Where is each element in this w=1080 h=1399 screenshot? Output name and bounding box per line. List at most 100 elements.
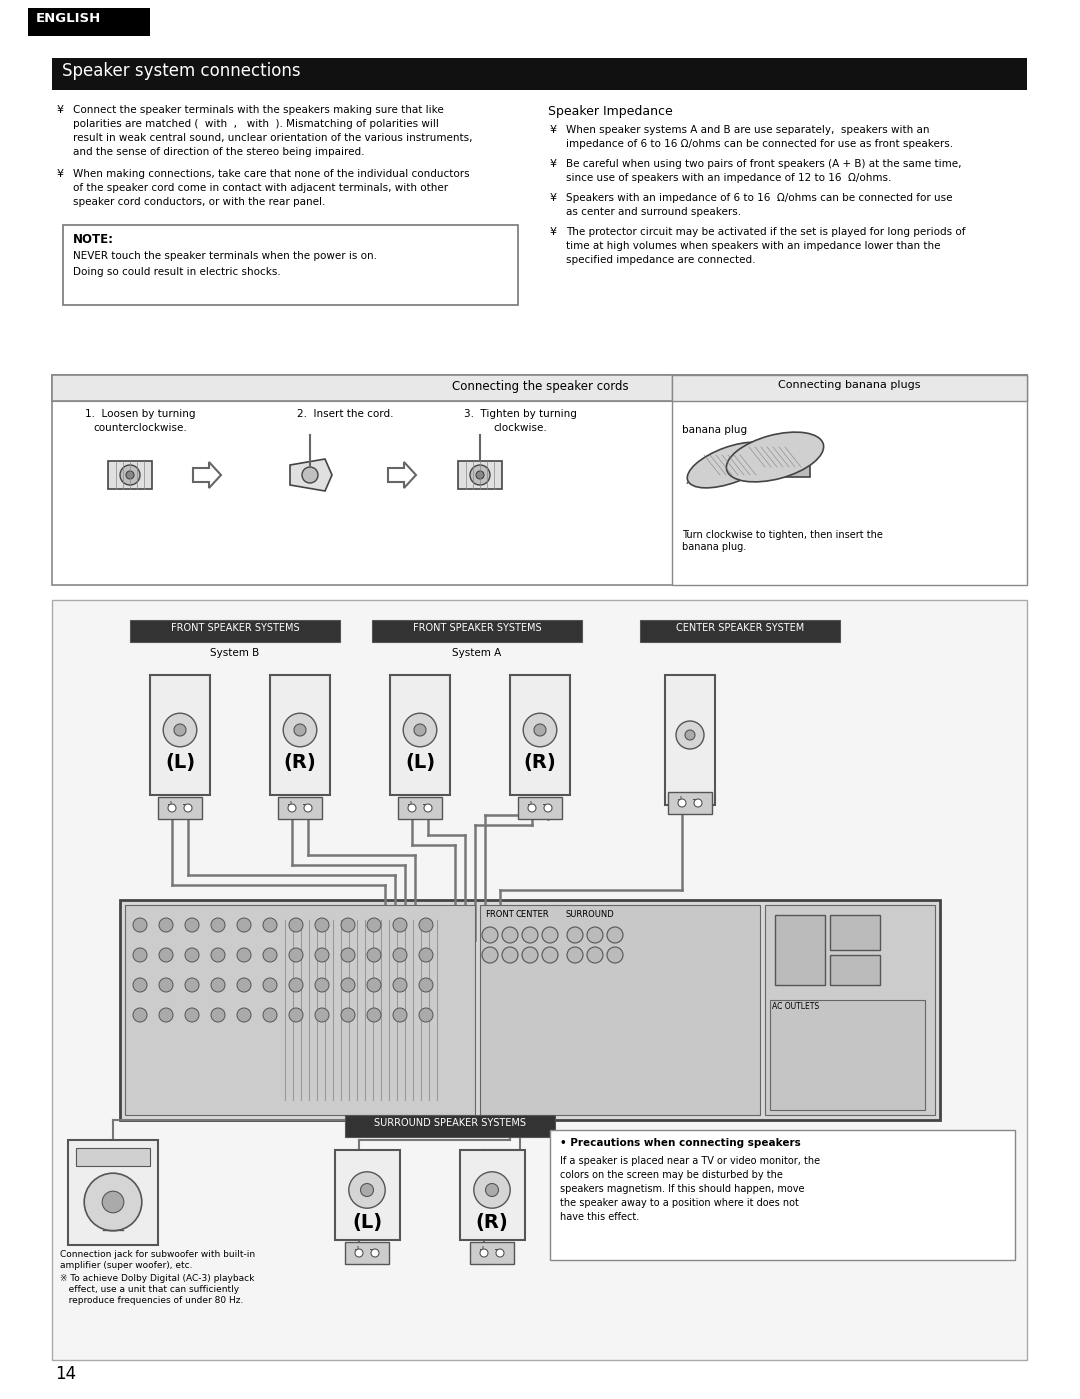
Text: FRONT SPEAKER SYSTEMS: FRONT SPEAKER SYSTEMS xyxy=(171,623,299,632)
Bar xyxy=(270,674,330,795)
Bar xyxy=(63,225,518,305)
Circle shape xyxy=(237,949,251,963)
Circle shape xyxy=(542,947,558,963)
Circle shape xyxy=(294,725,306,736)
Bar xyxy=(470,1242,514,1265)
Text: • Precautions when connecting speakers: • Precautions when connecting speakers xyxy=(561,1137,800,1149)
Text: polarities are matched (  with  ,   with  ). Mismatching of polarities will: polarities are matched ( with , with ). … xyxy=(73,119,438,129)
Bar xyxy=(120,900,940,1121)
Circle shape xyxy=(315,949,329,963)
Text: as center and surround speakers.: as center and surround speakers. xyxy=(566,207,741,217)
Circle shape xyxy=(84,1174,141,1231)
Circle shape xyxy=(168,804,176,811)
Text: +: + xyxy=(526,800,534,810)
Text: SURROUND: SURROUND xyxy=(565,909,613,919)
Circle shape xyxy=(133,1009,147,1023)
Circle shape xyxy=(185,978,199,992)
Text: Connecting banana plugs: Connecting banana plugs xyxy=(778,381,920,390)
Ellipse shape xyxy=(687,442,772,488)
Circle shape xyxy=(349,1172,386,1209)
Text: −: − xyxy=(692,795,700,804)
Circle shape xyxy=(393,949,407,963)
Text: 3.  Tighten by turning: 3. Tighten by turning xyxy=(463,409,577,418)
Bar xyxy=(372,620,582,642)
Circle shape xyxy=(341,949,355,963)
Bar xyxy=(76,1149,150,1165)
Text: If a speaker is placed near a TV or video monitor, the: If a speaker is placed near a TV or vide… xyxy=(561,1156,820,1165)
Text: −: − xyxy=(542,800,550,810)
Text: have this effect.: have this effect. xyxy=(561,1212,639,1221)
Circle shape xyxy=(185,949,199,963)
Text: +: + xyxy=(286,800,294,810)
Circle shape xyxy=(678,799,686,807)
Circle shape xyxy=(567,928,583,943)
Circle shape xyxy=(174,725,186,736)
Bar xyxy=(125,905,475,1115)
Bar xyxy=(765,905,935,1115)
Circle shape xyxy=(341,1009,355,1023)
Polygon shape xyxy=(193,462,221,488)
Bar xyxy=(480,905,760,1115)
Circle shape xyxy=(264,1009,276,1023)
Text: the speaker away to a position where it does not: the speaker away to a position where it … xyxy=(561,1198,799,1207)
Text: (R): (R) xyxy=(524,753,556,772)
Text: −: − xyxy=(494,1245,502,1255)
Circle shape xyxy=(211,949,225,963)
Text: Be careful when using two pairs of front speakers (A + B) at the same time,: Be careful when using two pairs of front… xyxy=(566,159,961,169)
Circle shape xyxy=(211,918,225,932)
Text: Doing so could result in electric shocks.: Doing so could result in electric shocks… xyxy=(73,267,281,277)
Bar xyxy=(770,1000,924,1109)
Text: −: − xyxy=(183,800,190,810)
Circle shape xyxy=(163,713,197,747)
Text: ¥: ¥ xyxy=(550,159,557,169)
Text: specified impedance are connected.: specified impedance are connected. xyxy=(566,255,756,264)
Text: reproduce frequencies of under 80 Hz.: reproduce frequencies of under 80 Hz. xyxy=(60,1295,243,1305)
Bar xyxy=(52,57,1027,90)
Text: Connect the speaker terminals with the speakers making sure that like: Connect the speaker terminals with the s… xyxy=(73,105,444,115)
Text: (L): (L) xyxy=(165,753,195,772)
Circle shape xyxy=(419,918,433,932)
Text: effect, use a unit that can sufficiently: effect, use a unit that can sufficiently xyxy=(60,1286,239,1294)
Circle shape xyxy=(424,804,432,811)
Text: amplifier (super woofer), etc.: amplifier (super woofer), etc. xyxy=(60,1260,192,1270)
Text: speakers magnetism. If this should happen, move: speakers magnetism. If this should happe… xyxy=(561,1184,805,1193)
Text: (L): (L) xyxy=(352,1213,382,1233)
Text: +: + xyxy=(353,1245,361,1255)
Bar xyxy=(28,8,150,36)
Bar xyxy=(399,797,442,818)
Circle shape xyxy=(133,978,147,992)
Circle shape xyxy=(523,713,557,747)
Bar xyxy=(345,1242,389,1265)
Text: −: − xyxy=(422,800,430,810)
Circle shape xyxy=(419,978,433,992)
Text: Speakers with an impedance of 6 to 16  Ω/ohms can be connected for use: Speakers with an impedance of 6 to 16 Ω/… xyxy=(566,193,953,203)
Text: 14: 14 xyxy=(55,1365,76,1384)
Text: 2.  Insert the cord.: 2. Insert the cord. xyxy=(297,409,393,418)
Circle shape xyxy=(393,1009,407,1023)
Text: AC OUTLETS: AC OUTLETS xyxy=(772,1002,819,1011)
Bar xyxy=(52,375,1027,402)
Bar xyxy=(550,1130,1015,1260)
Circle shape xyxy=(474,1172,510,1209)
Circle shape xyxy=(482,928,498,943)
Text: result in weak central sound, unclear orientation of the various instruments,: result in weak central sound, unclear or… xyxy=(73,133,473,143)
Circle shape xyxy=(341,918,355,932)
Circle shape xyxy=(133,918,147,932)
Circle shape xyxy=(237,978,251,992)
Circle shape xyxy=(185,1009,199,1023)
Text: FRONT: FRONT xyxy=(485,909,514,919)
Circle shape xyxy=(496,1249,504,1256)
Circle shape xyxy=(289,918,303,932)
Circle shape xyxy=(588,928,603,943)
Text: CENTER: CENTER xyxy=(515,909,549,919)
Circle shape xyxy=(133,949,147,963)
Bar xyxy=(518,797,562,818)
Circle shape xyxy=(211,978,225,992)
Circle shape xyxy=(289,949,303,963)
Text: +: + xyxy=(406,800,414,810)
Bar xyxy=(68,1140,158,1245)
Text: ¥: ¥ xyxy=(550,227,557,236)
Polygon shape xyxy=(291,459,332,491)
Circle shape xyxy=(588,947,603,963)
Text: Connection jack for subwoofer with built-in: Connection jack for subwoofer with built… xyxy=(60,1249,255,1259)
